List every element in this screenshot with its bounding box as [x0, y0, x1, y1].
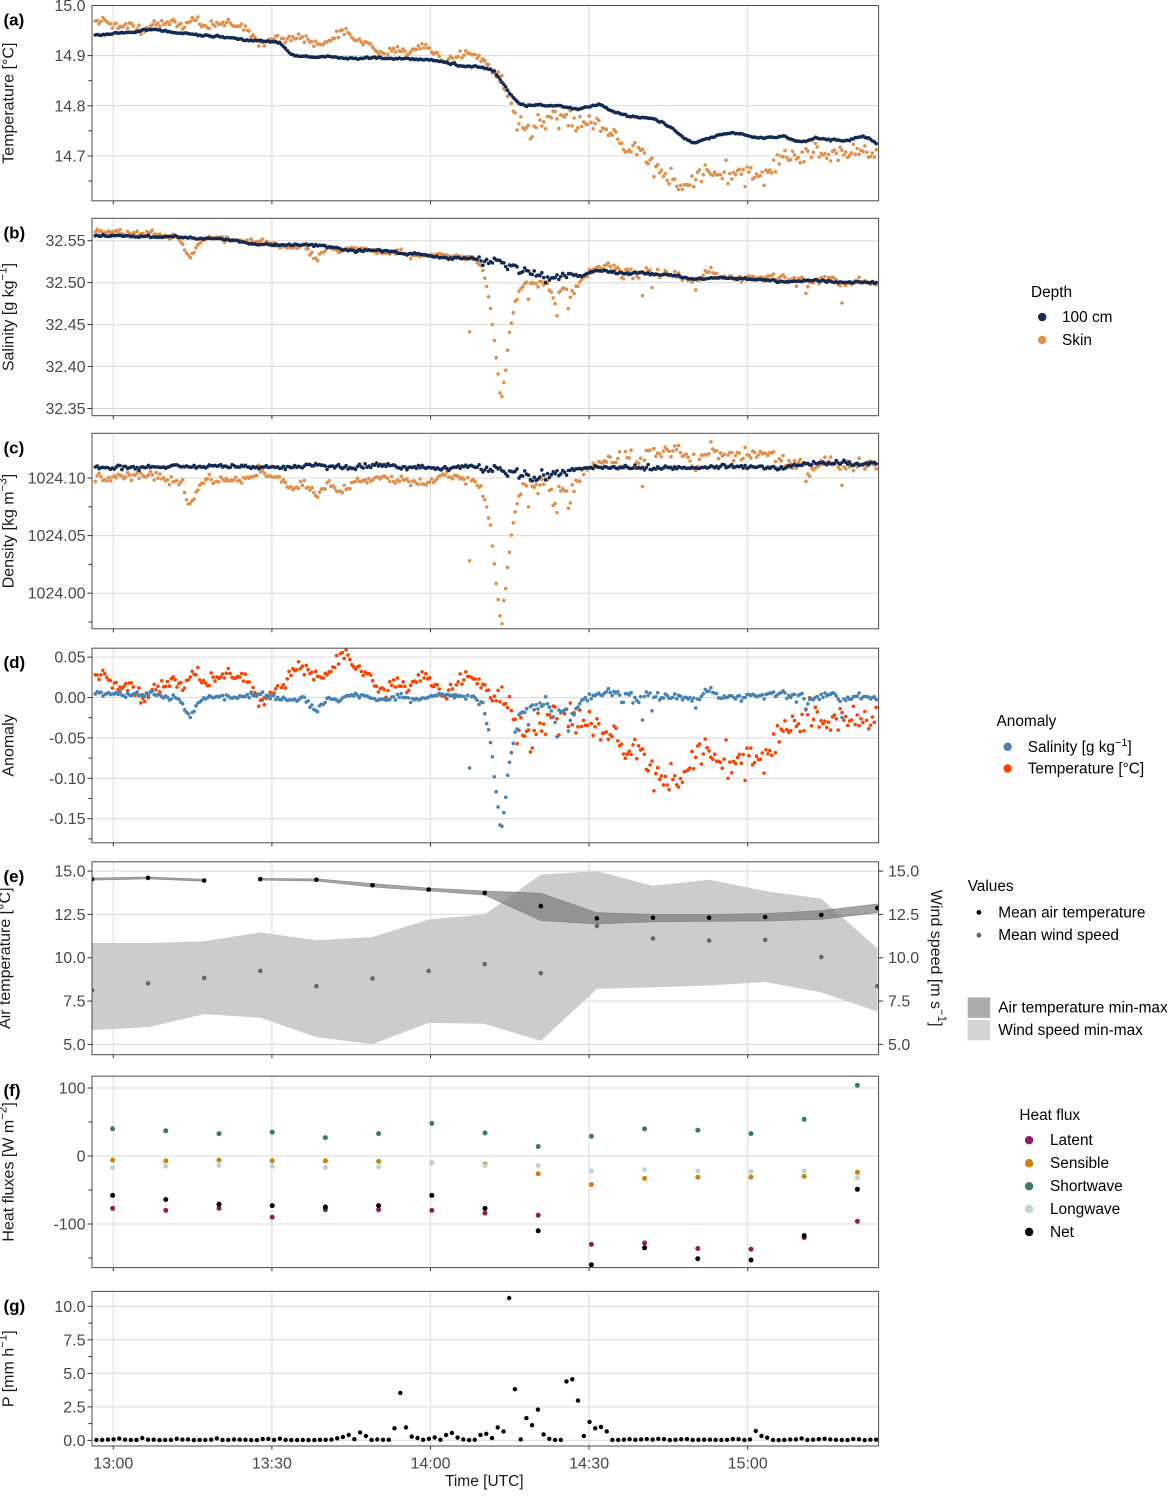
svg-text:1024.05: 1024.05 [28, 528, 86, 545]
svg-text:1024.10: 1024.10 [28, 471, 86, 488]
svg-text:32.50: 32.50 [45, 275, 85, 292]
svg-text:7.5: 7.5 [888, 994, 910, 1011]
svg-text:Wind speed min-max: Wind speed min-max [998, 1022, 1143, 1039]
svg-text:15.0: 15.0 [54, 864, 85, 881]
svg-text:7.5: 7.5 [63, 994, 85, 1011]
svg-text:15:00: 15:00 [728, 1456, 768, 1473]
svg-text:Mean air temperature: Mean air temperature [998, 904, 1145, 921]
svg-text:14:30: 14:30 [569, 1456, 609, 1473]
svg-text:Mean wind speed: Mean wind speed [998, 927, 1119, 944]
svg-text:10.0: 10.0 [54, 950, 85, 967]
svg-text:(b): (b) [4, 223, 26, 242]
svg-text:0.05: 0.05 [54, 650, 85, 667]
svg-text:Latent: Latent [1050, 1132, 1094, 1149]
svg-text:Depth: Depth [1031, 284, 1072, 301]
svg-text:Salinity [g kg−1]: Salinity [g kg−1] [1028, 737, 1132, 756]
svg-text:32.45: 32.45 [45, 317, 85, 334]
svg-text:5.0: 5.0 [888, 1037, 910, 1054]
svg-text:32.40: 32.40 [45, 359, 85, 376]
svg-text:Shortwave: Shortwave [1050, 1178, 1123, 1195]
svg-text:15.0: 15.0 [888, 864, 919, 881]
svg-text:13:00: 13:00 [93, 1456, 133, 1473]
svg-text:(f): (f) [4, 1081, 21, 1100]
svg-text:15.0: 15.0 [54, 0, 85, 15]
svg-text:Anomaly: Anomaly [997, 713, 1057, 730]
svg-text:Sensible: Sensible [1050, 1155, 1109, 1172]
svg-text:7.5: 7.5 [63, 1332, 85, 1349]
svg-text:100 cm: 100 cm [1062, 309, 1112, 326]
svg-text:100: 100 [59, 1081, 86, 1098]
svg-text:1024.00: 1024.00 [28, 586, 86, 603]
svg-text:Salinity [g kg−1]: Salinity [g kg−1] [0, 263, 18, 371]
svg-text:(a): (a) [4, 11, 25, 30]
svg-text:(c): (c) [4, 438, 25, 457]
svg-text:0: 0 [77, 1149, 86, 1166]
svg-text:5.0: 5.0 [63, 1037, 85, 1054]
svg-text:Net: Net [1050, 1224, 1075, 1241]
svg-text:0.00: 0.00 [54, 690, 85, 707]
svg-text:-0.15: -0.15 [49, 811, 86, 828]
svg-text:Temperature [°C]: Temperature [°C] [1028, 761, 1145, 778]
svg-text:-0.05: -0.05 [49, 730, 86, 747]
svg-text:5.0: 5.0 [63, 1366, 85, 1383]
svg-text:12.5: 12.5 [888, 907, 919, 924]
svg-text:14:00: 14:00 [410, 1456, 450, 1473]
svg-text:Time [UTC]: Time [UTC] [445, 1473, 524, 1490]
svg-text:Air temperature [°C]: Air temperature [°C] [0, 887, 14, 1029]
svg-text:Heat flux: Heat flux [1019, 1107, 1080, 1124]
svg-text:10.0: 10.0 [888, 950, 919, 967]
svg-text:14.8: 14.8 [54, 98, 85, 115]
svg-text:Heat fluxes [W m−2]: Heat fluxes [W m−2] [0, 1102, 18, 1241]
svg-text:Skin: Skin [1062, 332, 1092, 349]
svg-text:(g): (g) [4, 1296, 26, 1315]
svg-text:10.0: 10.0 [54, 1299, 85, 1316]
svg-text:32.35: 32.35 [45, 401, 85, 418]
svg-text:12.5: 12.5 [54, 907, 85, 924]
svg-text:(d): (d) [4, 653, 26, 672]
svg-text:13:30: 13:30 [252, 1456, 292, 1473]
svg-text:Values: Values [968, 878, 1014, 895]
svg-text:0.0: 0.0 [63, 1433, 85, 1450]
svg-text:Air temperature min-max: Air temperature min-max [998, 1000, 1168, 1017]
svg-text:Longwave: Longwave [1050, 1201, 1120, 1218]
svg-text:-0.10: -0.10 [49, 771, 86, 788]
svg-text:14.7: 14.7 [54, 148, 85, 165]
svg-text:P [mm h−1]: P [mm h−1] [0, 1330, 18, 1407]
svg-text:2.5: 2.5 [63, 1399, 85, 1416]
svg-text:14.9: 14.9 [54, 48, 85, 65]
svg-text:-100: -100 [53, 1217, 85, 1234]
svg-text:Wind speed [m s−1]: Wind speed [m s−1] [927, 890, 947, 1027]
svg-text:32.55: 32.55 [45, 233, 85, 250]
svg-text:Anomaly: Anomaly [1, 714, 18, 776]
svg-text:(e): (e) [4, 867, 25, 886]
svg-text:Density [kg m−3]: Density [kg m−3] [0, 474, 18, 589]
svg-text:Temperature [°C]: Temperature [°C] [1, 43, 18, 164]
